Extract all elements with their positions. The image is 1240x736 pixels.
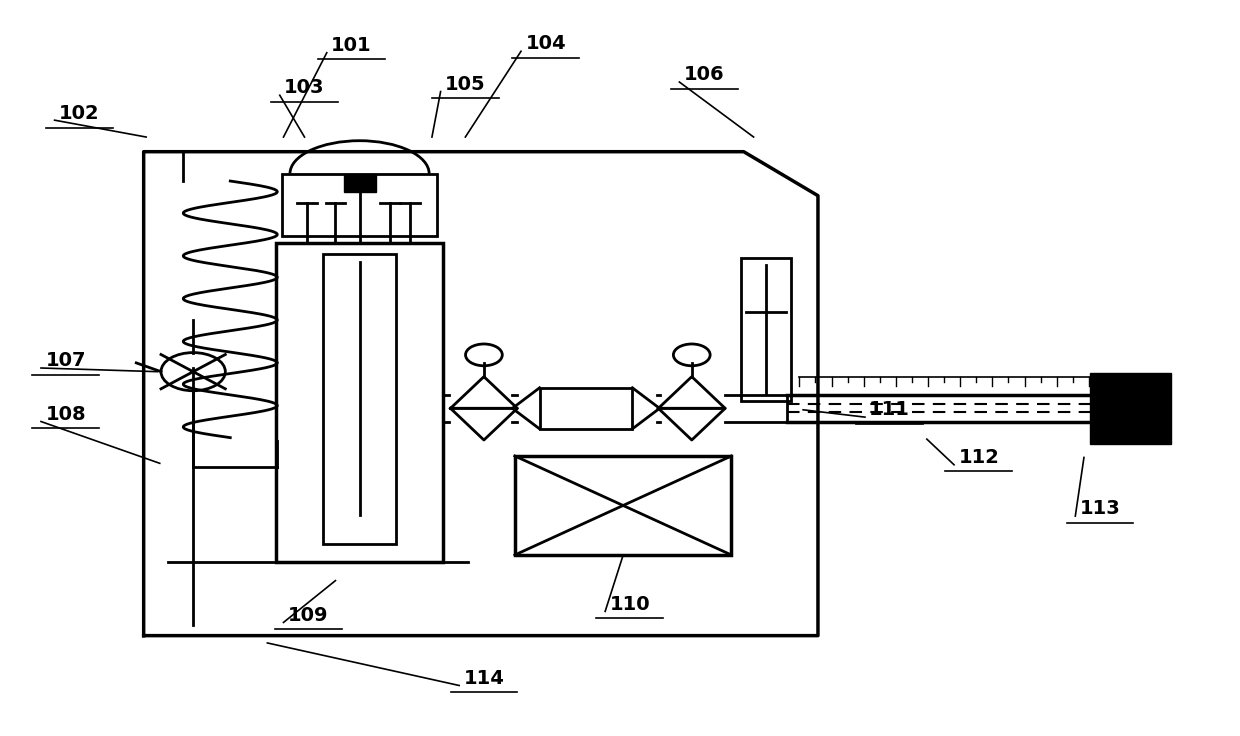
Text: 110: 110 [610,595,650,614]
Bar [515,456,732,555]
Text: 113: 113 [1080,499,1121,518]
Text: 105: 105 [445,75,486,93]
Bar [343,174,376,192]
Bar [277,244,443,562]
Text: 107: 107 [46,351,86,370]
Text: 101: 101 [331,36,372,55]
Text: 103: 103 [284,79,325,97]
Bar [324,255,396,544]
Text: 102: 102 [60,104,99,123]
Bar [1090,373,1171,444]
Bar [742,258,791,401]
Text: 106: 106 [683,66,724,84]
Text: 114: 114 [464,668,505,687]
Text: 104: 104 [526,35,567,54]
Text: 111: 111 [869,400,910,420]
Text: 112: 112 [959,448,999,467]
Bar [283,174,436,236]
Bar [539,388,632,429]
Text: 109: 109 [288,606,329,625]
Text: 108: 108 [46,405,86,424]
